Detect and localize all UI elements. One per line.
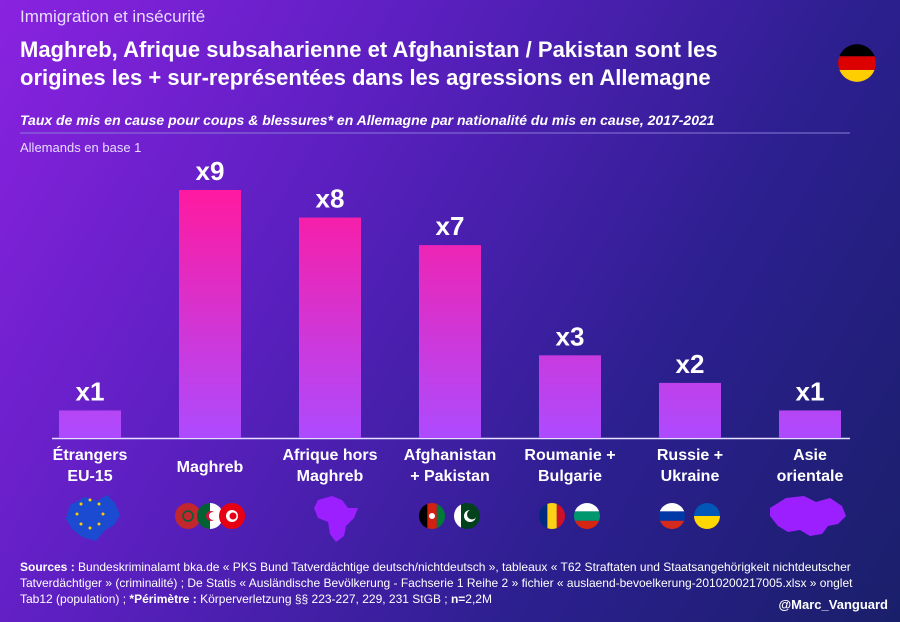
category-label: Étrangers EU-15 bbox=[52, 447, 128, 485]
category-label: Asie orientale bbox=[776, 447, 844, 485]
value-label: x2 bbox=[676, 349, 705, 379]
n-value: 2,2M bbox=[465, 592, 492, 606]
title: Maghreb, Afrique subsaharienne et Afghan… bbox=[20, 37, 718, 90]
handle: @Marc_Vanguard bbox=[778, 597, 889, 612]
subtitle: Taux de mis en cause pour coups & blessu… bbox=[20, 112, 715, 128]
bar bbox=[779, 410, 841, 438]
sources-label: Sources : bbox=[20, 560, 75, 574]
sources: Sources : Bundeskriminalamt bka.de « PKS… bbox=[20, 559, 880, 607]
bar bbox=[539, 355, 601, 438]
icons bbox=[66, 495, 846, 542]
bar bbox=[299, 217, 361, 438]
value-label: x3 bbox=[556, 321, 585, 351]
bar bbox=[59, 410, 121, 438]
bar bbox=[659, 382, 721, 438]
flag-germany bbox=[838, 44, 876, 82]
category-label: Russie + Ukraine bbox=[656, 447, 724, 485]
category-label: Afghanistan + Pakistan bbox=[403, 447, 497, 485]
n-label: n= bbox=[450, 592, 466, 606]
value-label: x1 bbox=[796, 376, 825, 406]
bar bbox=[419, 245, 481, 438]
sources-text: Bundeskriminalamt bka.de « PKS Bund Tatv… bbox=[20, 560, 853, 606]
supertitle: Immigration et insécurité bbox=[20, 7, 206, 26]
category-label: Roumanie + Bulgarie bbox=[524, 447, 616, 485]
value-label: x1 bbox=[76, 376, 105, 406]
category-label: Afrique hors Maghreb bbox=[282, 447, 378, 485]
perimetre-label: *Périmètre : bbox=[129, 592, 197, 606]
perimetre-text: Körperverletzung §§ 223-227, 229, 231 St… bbox=[196, 592, 451, 606]
value-label: x9 bbox=[196, 156, 225, 186]
note: Allemands en base 1 bbox=[20, 140, 142, 155]
value-label: x8 bbox=[316, 184, 345, 214]
value-label: x7 bbox=[436, 211, 465, 241]
category-label: Maghreb bbox=[176, 459, 244, 476]
bar bbox=[179, 190, 241, 438]
